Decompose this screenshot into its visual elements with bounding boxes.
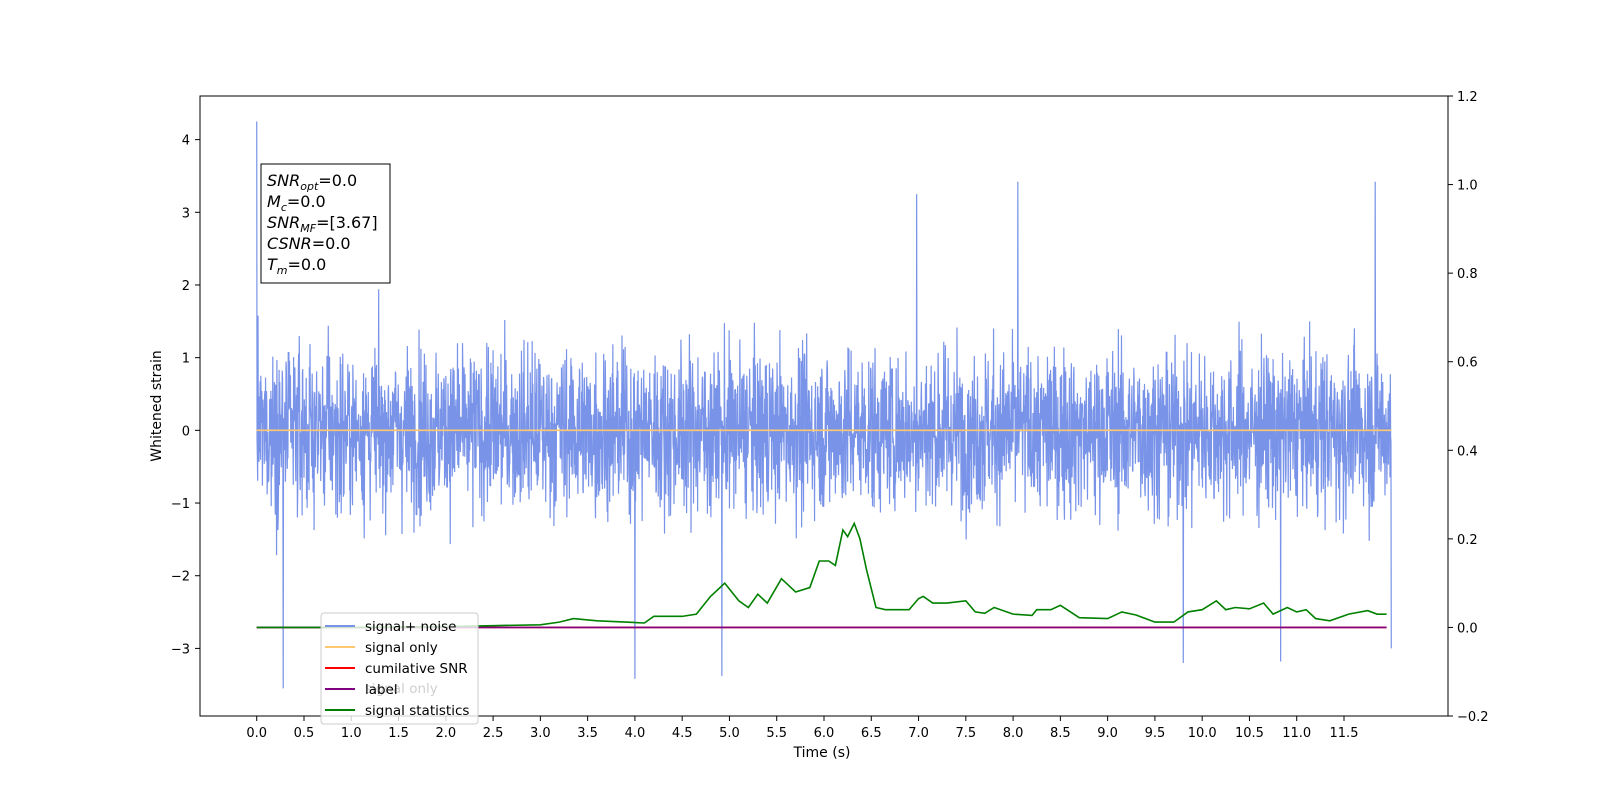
legend-frame <box>320 612 479 725</box>
x-tick-label: 1.0 <box>341 726 362 741</box>
y-tick-label: −3 <box>171 642 190 657</box>
x-tick-label: 8.0 <box>1003 726 1024 741</box>
x-tick-label: 11.0 <box>1282 726 1311 741</box>
x-axis: 0.0 0.5 1.0 1.5 2.0 2.5 3.0 3.5 4.0 4.5 5.0 5.5 6.0 6… <box>246 716 1358 741</box>
legend-label: cumilative SNR <box>365 661 468 677</box>
legend-hidden-label: signal only <box>365 681 438 697</box>
y-tick-label: 3 <box>182 206 190 221</box>
x-tick-label: 7.0 <box>908 726 929 741</box>
legend: signal only signal+ noise signal only cumil… <box>320 612 479 725</box>
y-tick-label: 4 <box>182 134 190 149</box>
x-tick-label: 10.5 <box>1235 726 1264 741</box>
x-tick-label: 9.5 <box>1145 726 1166 741</box>
y2-tick-label: 0.6 <box>1457 356 1478 371</box>
x-tick-label: 6.5 <box>861 726 882 741</box>
y-axis-label: Whitened strain <box>149 350 165 461</box>
annotation-line: CSNR=0.0 <box>267 234 351 253</box>
legend-label: signal+ noise <box>365 619 456 635</box>
y-axis-left: 4 3 2 1 0 −1 −2 −3 <box>171 134 200 657</box>
annotation-line: Tm=0.0 <box>267 255 326 277</box>
x-tick-label: 0.5 <box>294 726 315 741</box>
x-tick-label: 7.5 <box>955 726 976 741</box>
y-tick-label: 1 <box>182 352 190 367</box>
y-tick-label: 2 <box>182 279 190 294</box>
signal-noise-line <box>256 121 1392 689</box>
x-tick-label: 4.0 <box>625 726 646 741</box>
x-tick-label: 9.0 <box>1097 726 1118 741</box>
y2-tick-label: 0.8 <box>1457 267 1478 282</box>
x-tick-label: 3.0 <box>530 726 551 741</box>
x-tick-label: 6.0 <box>814 726 835 741</box>
annotation-line: SNRopt=0.0 <box>267 171 357 193</box>
x-axis-label: Time (s) <box>793 745 851 761</box>
x-tick-label: 4.5 <box>672 726 693 741</box>
y-axis-right: 1.2 1.0 0.8 0.6 0.4 0.2 0.0 −0.2 <box>1448 90 1489 725</box>
annotation-line: SNRMF=[3.67] <box>267 213 378 235</box>
y-tick-label: −2 <box>171 570 190 585</box>
x-tick-label: 2.0 <box>435 726 456 741</box>
x-tick-label: 2.5 <box>483 726 504 741</box>
y-tick-label: 0 <box>182 424 190 439</box>
annotation-frame <box>260 163 391 284</box>
legend-label: signal only <box>365 640 438 656</box>
y2-tick-label: 0.2 <box>1457 533 1478 548</box>
y2-tick-label: −0.2 <box>1457 710 1489 725</box>
x-tick-label: 5.5 <box>766 726 787 741</box>
signal-statistics-line <box>256 521 1387 629</box>
x-tick-label: 1.5 <box>388 726 409 741</box>
x-tick-label: 10.0 <box>1188 726 1217 741</box>
x-tick-label: 8.5 <box>1050 726 1071 741</box>
x-tick-label: 3.5 <box>577 726 598 741</box>
legend-label: label <box>365 682 398 698</box>
x-tick-label: 0.0 <box>246 726 267 741</box>
y2-tick-label: 1.0 <box>1457 179 1478 194</box>
x-tick-label: 11.5 <box>1330 726 1359 741</box>
y2-tick-label: 0.4 <box>1457 444 1478 459</box>
x-tick-label: 5.0 <box>719 726 740 741</box>
signal-noise-series <box>256 121 1392 689</box>
y-tick-label: −1 <box>171 497 190 512</box>
legend-label: signal statistics <box>365 703 469 719</box>
y2-tick-label: 1.2 <box>1457 90 1478 105</box>
y2-tick-label: 0.0 <box>1457 621 1478 636</box>
annotation-line: Mc=0.0 <box>267 192 326 214</box>
